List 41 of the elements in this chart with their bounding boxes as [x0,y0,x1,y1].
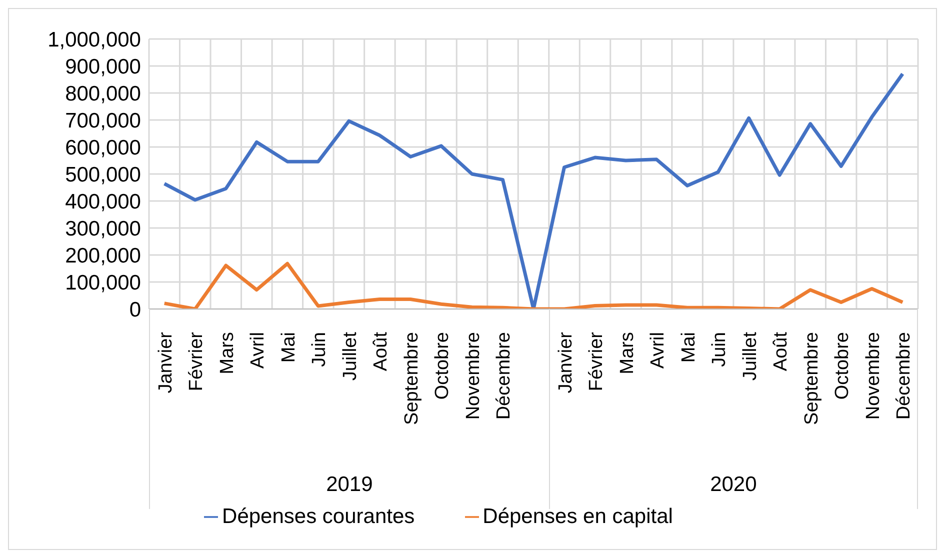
y-tick-label: 500,000 [65,163,141,186]
x-tick-label: Décembre [494,332,515,420]
line-series [162,72,904,309]
y-tick-label: 400,000 [65,190,141,214]
y-tick-label: 900,000 [65,55,141,78]
x-tick-label: Décembre [894,332,915,420]
x-tick-label: Octobre [832,332,854,400]
x-tick-label: Novembre [462,332,484,420]
text: 2020 [710,473,757,497]
x-tick-label: Juillet [740,331,761,381]
y-tick-label: 200,000 [65,244,141,268]
x-tick-label: Juin [309,332,330,367]
legend-label: Dépenses courantes [222,505,415,528]
x-tick-label: Avril [248,332,269,369]
x-tick-label: Mars [216,332,238,374]
x-tick-label: Janvier [555,331,576,394]
x-tick-label: Juin [709,332,730,367]
x-tick-label: Septembre [401,332,422,425]
x-tick-label: Janvier [155,331,176,394]
x-tick-label: Avril [648,332,669,369]
y-tick-label: 1,000,000 [48,28,141,52]
x-tick-label: Septembre [801,332,822,425]
x-tick-label: Août [370,331,392,372]
y-tick-label: 800,000 [65,82,141,106]
x-tick-label: Mai [278,332,300,363]
legend-label: Dépenses en capital [482,505,673,528]
y-tick-label: 100,000 [65,271,141,294]
text: 2019 [326,473,373,497]
x-tick-label: Novembre [862,332,884,420]
x-tick-label: Février [186,331,208,392]
x-tick-label: Février [586,331,608,392]
y-tick-label: 600,000 [65,136,141,160]
y-tick-label: 300,000 [65,217,141,240]
y-tick-label: 700,000 [65,109,141,132]
y-tick-label: 0 [129,298,141,322]
x-tick-label: Mai [678,332,700,363]
line-series [162,262,904,309]
x-tick-label: Août [770,331,792,372]
x-tick-label: Juillet [340,331,361,381]
x-tick-label: Mars [616,332,638,374]
x-tick-label: Octobre [432,332,454,400]
